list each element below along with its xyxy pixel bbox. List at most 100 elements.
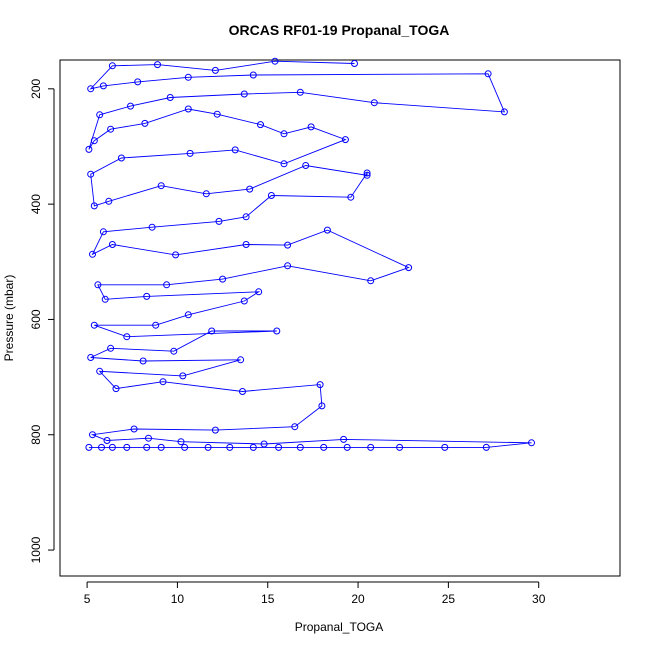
x-tick-label: 5 [84,592,91,606]
data-point [302,162,310,169]
data-point [134,78,142,86]
chart-title: ORCAS RF01-19 Propanal_TOGA [229,22,450,38]
data-point [284,241,292,249]
data-point [340,435,348,443]
data-point [363,171,371,179]
data-point [108,241,116,248]
data-point [204,443,212,451]
data-point [246,185,254,193]
x-tick-label: 20 [351,592,365,606]
data-point [284,262,292,270]
y-tick-label: 600 [29,309,43,329]
x-tick-label: 15 [261,592,275,606]
data-point [90,137,98,145]
data-point [441,443,449,451]
data-point [103,437,111,444]
data-point [87,170,95,178]
data-point [307,123,315,131]
data-point [99,82,107,90]
data-point [367,443,375,451]
data-point [85,443,93,451]
data-point [320,443,328,451]
data-point [89,250,96,258]
data-point [296,443,304,451]
plot-frame [59,59,621,577]
data-point [240,90,248,98]
data-point [184,311,192,319]
data-point [89,431,96,439]
data-point [166,94,174,101]
data-point [291,423,299,431]
data-point [240,297,248,305]
data-point [163,281,171,289]
data-point [273,327,281,335]
data-point [202,190,210,198]
data-point [323,226,331,234]
data-point [267,192,275,199]
data-point [172,251,180,259]
data-point [177,438,185,446]
data-point [396,443,404,451]
plot-area [85,57,535,451]
data-point [184,73,192,81]
x-axis-label: Propanal_TOGA [295,620,384,634]
data-point [96,367,104,375]
data-point [239,388,246,395]
data-point [123,443,131,451]
data-point [181,443,189,451]
data-point [231,146,239,154]
data-point [141,119,149,127]
data-point [157,182,165,190]
data-point [170,347,178,355]
data-point [343,443,351,451]
data-point [211,426,219,434]
data-point [179,372,187,380]
data-point [226,443,234,451]
data-point [255,288,263,296]
data-point [242,241,250,248]
data-point [139,357,147,365]
data-point [208,327,216,335]
data-point [257,121,264,129]
data-point [108,62,116,70]
data-point [316,381,324,389]
data-point [148,223,156,231]
series-line [88,60,532,448]
data-point [123,333,131,341]
data-point [237,356,245,364]
data-points [85,57,535,451]
data-point [211,66,219,74]
x-axis: 5 10 15 20 25 30 [84,581,546,606]
data-point [107,125,115,133]
data-point [130,425,138,433]
data-point [186,149,194,157]
x-tick-label: 25 [442,592,456,606]
data-point [367,277,375,285]
y-tick-label: 400 [29,194,43,214]
data-point [154,61,161,69]
y-tick-label: 1000 [29,536,43,563]
data-point [96,111,104,119]
data-point [108,443,116,451]
data-point [145,434,152,442]
data-point [280,160,288,168]
data-point [249,71,257,79]
data-point [341,136,349,144]
data-point [500,108,508,116]
data-point [107,344,115,352]
data-point [90,202,98,210]
data-point [184,105,192,113]
data-point [260,440,268,448]
data-point [482,443,490,451]
data-point [275,443,283,451]
y-tick-label: 800 [29,424,43,444]
data-point [98,443,105,451]
data-point [94,281,102,289]
data-point [90,321,98,329]
data-point [249,443,257,451]
y-tick-label: 200 [29,78,43,98]
y-axis: 200 400 600 800 1000 [29,78,55,563]
data-point [296,88,304,96]
data-point [112,385,120,393]
x-tick-label: 10 [171,592,185,606]
